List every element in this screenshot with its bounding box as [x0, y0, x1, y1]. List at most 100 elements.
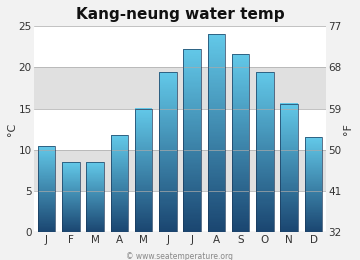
Bar	[208, 202, 225, 203]
Bar	[208, 99, 225, 100]
Bar	[305, 150, 322, 151]
Bar	[135, 226, 152, 227]
Bar	[183, 180, 201, 181]
Bar	[159, 176, 177, 177]
Bar	[183, 204, 201, 206]
Bar	[208, 88, 225, 90]
Bar	[86, 202, 104, 203]
Bar	[62, 192, 80, 193]
Bar	[38, 200, 55, 201]
Bar	[159, 109, 177, 111]
Bar	[305, 153, 322, 154]
Bar	[86, 165, 104, 166]
Bar	[159, 193, 177, 194]
Bar	[208, 66, 225, 67]
Bar	[135, 191, 152, 192]
Bar	[280, 179, 298, 180]
Bar	[256, 101, 274, 102]
Bar	[256, 93, 274, 95]
Bar	[208, 164, 225, 165]
Bar	[183, 170, 201, 171]
Bar	[256, 188, 274, 190]
Bar	[86, 186, 104, 187]
Bar	[111, 164, 128, 165]
Bar	[256, 204, 274, 205]
Bar	[38, 227, 55, 228]
Bar	[38, 230, 55, 231]
Bar	[280, 196, 298, 197]
Bar	[256, 118, 274, 119]
Bar	[208, 230, 225, 231]
Bar	[305, 227, 322, 228]
Bar	[159, 90, 177, 92]
Bar	[305, 138, 322, 232]
Bar	[256, 149, 274, 150]
Bar	[111, 148, 128, 149]
Bar	[62, 169, 80, 170]
Bar	[305, 156, 322, 157]
Bar	[280, 136, 298, 137]
Bar	[280, 121, 298, 122]
Bar	[38, 216, 55, 217]
Bar	[256, 114, 274, 115]
Bar	[232, 87, 249, 88]
Bar	[232, 203, 249, 204]
Bar	[111, 206, 128, 207]
Bar	[159, 216, 177, 218]
Bar	[305, 160, 322, 161]
Bar	[135, 171, 152, 172]
Bar	[135, 174, 152, 176]
Bar	[280, 156, 298, 157]
Bar	[86, 204, 104, 205]
Bar	[280, 132, 298, 133]
Bar	[183, 106, 201, 108]
Bar	[305, 190, 322, 191]
Bar	[159, 152, 177, 153]
Bar	[232, 177, 249, 178]
Bar	[183, 176, 201, 177]
Bar	[159, 221, 177, 222]
Bar	[62, 165, 80, 166]
Bar	[135, 204, 152, 205]
Bar	[111, 191, 128, 192]
Bar	[232, 142, 249, 143]
Bar	[159, 192, 177, 193]
Bar	[135, 108, 152, 109]
Bar	[62, 220, 80, 221]
Bar	[38, 151, 55, 152]
Bar	[208, 169, 225, 170]
Bar	[183, 160, 201, 161]
Bar	[256, 217, 274, 219]
Bar	[159, 215, 177, 216]
Bar	[159, 173, 177, 174]
Bar	[256, 154, 274, 155]
Bar	[62, 162, 80, 163]
Bar	[256, 134, 274, 135]
Bar	[256, 228, 274, 229]
Bar	[86, 180, 104, 181]
Bar	[38, 157, 55, 158]
Bar	[183, 152, 201, 153]
Bar	[38, 203, 55, 204]
Bar	[86, 230, 104, 231]
Bar	[86, 163, 104, 164]
Bar	[256, 185, 274, 186]
Bar	[135, 134, 152, 135]
Bar	[159, 186, 177, 188]
Bar	[38, 215, 55, 216]
Bar	[111, 195, 128, 196]
Bar	[280, 177, 298, 178]
Bar	[208, 95, 225, 96]
Bar	[232, 104, 249, 105]
Bar	[305, 155, 322, 156]
Bar	[86, 200, 104, 201]
Bar	[305, 231, 322, 232]
Bar	[135, 195, 152, 196]
Bar	[305, 223, 322, 224]
Bar	[159, 188, 177, 190]
Bar	[232, 92, 249, 93]
Bar	[62, 205, 80, 206]
Bar	[183, 98, 201, 99]
Bar	[86, 164, 104, 165]
Bar	[62, 181, 80, 182]
